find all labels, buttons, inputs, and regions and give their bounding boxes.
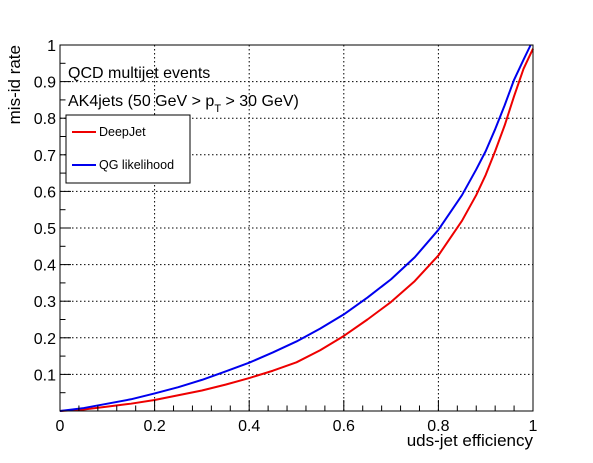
y-tick-label: 0.3 — [34, 294, 56, 311]
tick-labels: 0 0.2 0.4 0.6 0.8 1 0.1 0.2 0.3 0.4 0.5 0.6 0.7 0.8 0.… — [34, 38, 538, 435]
x-tick-label: 0 — [56, 418, 65, 435]
legend-label-deepjet: DeepJet — [99, 125, 146, 139]
y-tick-label: 0.7 — [34, 148, 56, 165]
y-tick-label: 0.6 — [34, 184, 56, 201]
ticks — [59, 44, 534, 412]
y-tick-label: 1 — [47, 38, 56, 55]
y-tick-label: 0.5 — [34, 221, 56, 238]
y-tick-label: 0.1 — [34, 367, 56, 384]
y-axis-label: mis-id rate — [5, 45, 24, 124]
x-tick-label: 0.6 — [333, 418, 355, 435]
annotation-jets: AK4jets (50 GeV > pT > 30 GeV) — [68, 93, 299, 115]
x-tick-label: 0.4 — [238, 418, 260, 435]
y-tick-label: 0.8 — [34, 111, 56, 128]
series-line-qg-likelihood — [59, 44, 532, 412]
legend-label-qg-likelihood: QG likelihood — [99, 158, 174, 172]
y-tick-label: 0.9 — [34, 75, 56, 92]
x-axis-label: uds-jet efficiency — [407, 431, 534, 450]
y-tick-label: 0.2 — [34, 331, 56, 348]
annotation-events: QCD multijet events — [68, 65, 210, 82]
legend-box — [65, 114, 191, 184]
annotation-jets-suffix: > 30 GeV) — [221, 93, 299, 110]
y-tick-label: 0.4 — [34, 258, 56, 275]
legend: DeepJet QG likelihood — [65, 114, 191, 184]
annotation-jets-sub: T — [214, 103, 221, 115]
grid — [60, 45, 533, 411]
x-tick-label: 0.8 — [427, 418, 449, 435]
x-tick-label: 1 — [529, 418, 538, 435]
annotation-jets-prefix: AK4jets (50 GeV > p — [68, 93, 214, 110]
x-tick-label: 0.2 — [143, 418, 165, 435]
